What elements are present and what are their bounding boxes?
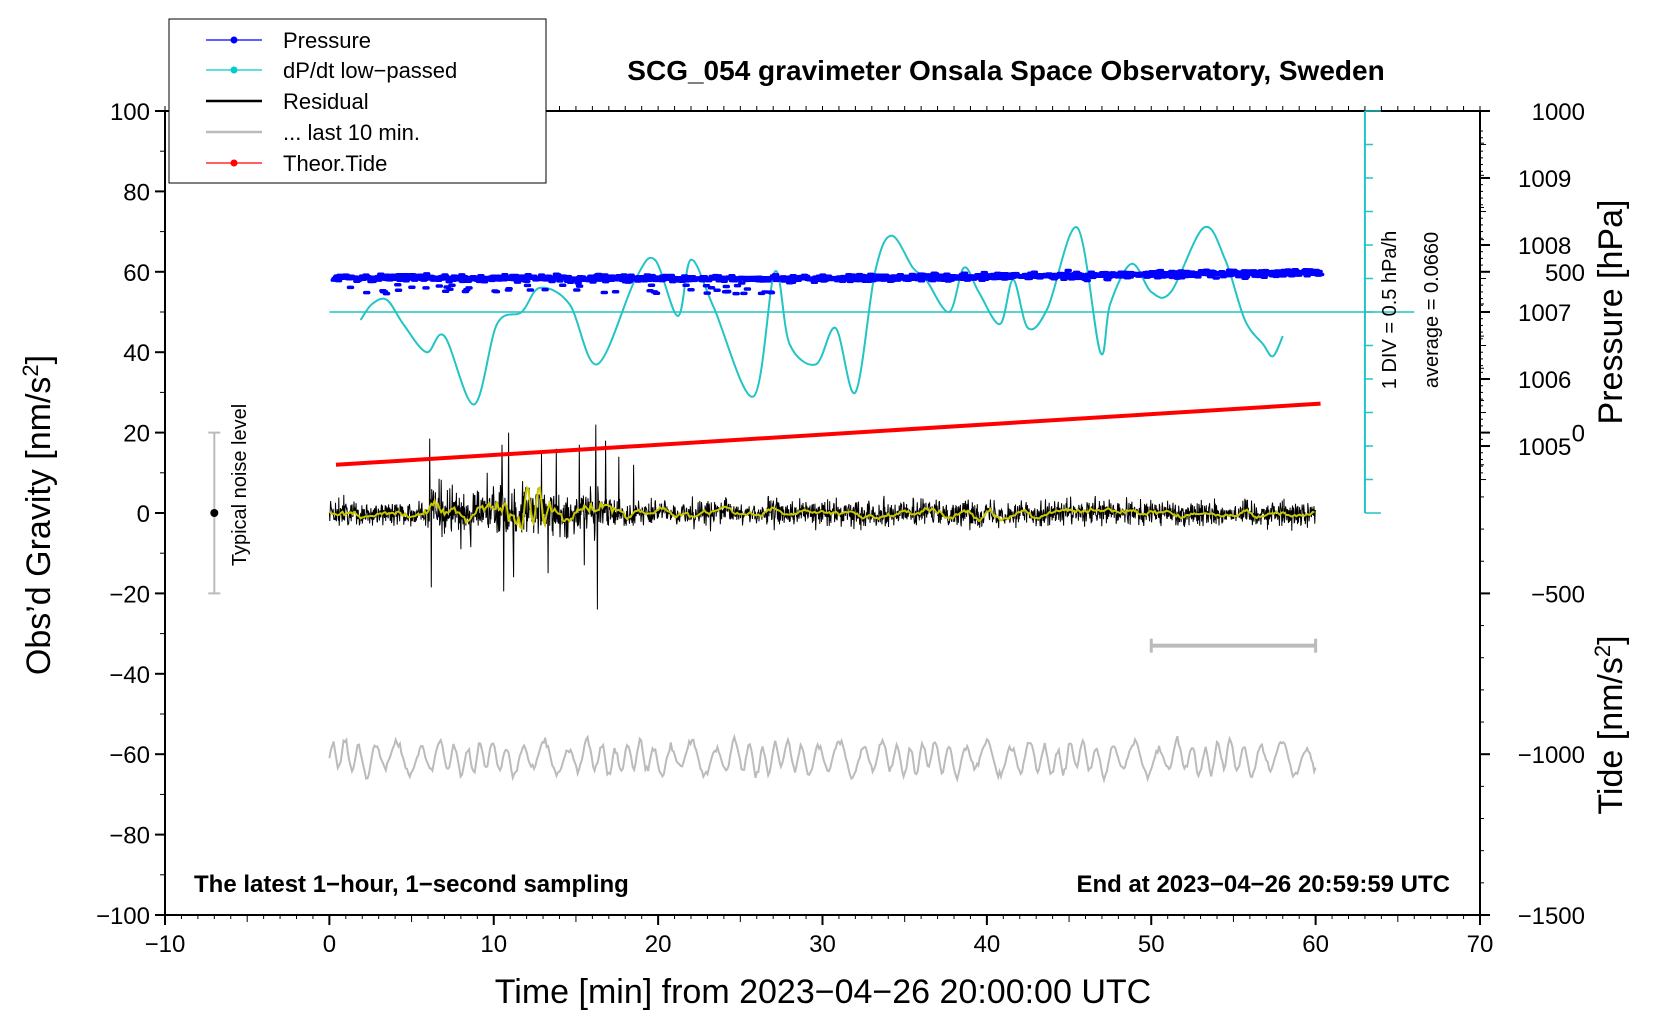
legend-label-theor-tide: Theor.Tide	[283, 151, 387, 176]
x-tick-label: 0	[323, 931, 336, 958]
y-pressure-tick-label: 1007	[1518, 300, 1571, 327]
y-pressure-tick-label: 1008	[1518, 233, 1571, 260]
legend-label-pressure: Pressure	[283, 28, 371, 53]
y-left-tick-label: −20	[109, 581, 150, 608]
legend-swatch-marker	[230, 159, 238, 167]
x-tick-label: 10	[480, 931, 507, 958]
y-tide-tick-label: 0	[1572, 421, 1585, 448]
y-left-tick-label: 80	[123, 179, 150, 206]
x-tick-label: 60	[1302, 931, 1329, 958]
y-pressure-tick-label: 1005	[1518, 434, 1571, 461]
y-pressure-tick-label: 1006	[1518, 367, 1571, 394]
dpdt-average-label: average = 0.0660	[1421, 232, 1443, 388]
y-axis-label-left-main: Obs’d Gravity [nm/s	[20, 377, 58, 676]
footer-left-note: The latest 1−hour, 1−second sampling	[194, 871, 629, 898]
y-axis-label-pressure: Pressure [hPa]	[1592, 200, 1630, 425]
x-tick-label: 20	[645, 931, 672, 958]
last-10-min-series-line	[328, 733, 1317, 784]
pressure-series-points	[330, 267, 1325, 296]
annotations-layer	[208, 110, 1415, 653]
y-left-tick-label: 60	[123, 260, 150, 287]
y-axis-label-tide-exponent: 2	[1590, 645, 1615, 657]
y-tide-tick-label: −500	[1531, 581, 1585, 608]
y-left-tick-label: 40	[123, 340, 150, 367]
legend-rows	[206, 36, 262, 167]
y-axis-label-tide-close: ]	[1592, 635, 1630, 644]
y-tide-tick-label: 500	[1545, 260, 1585, 287]
legend-label-last-10-min: ... last 10 min.	[283, 120, 420, 145]
theor-tide-line	[335, 401, 1321, 467]
y-axis-label-tide-main: Tide [nm/s	[1592, 657, 1630, 814]
noise-level-label: Typical noise level	[229, 404, 251, 566]
y-tide-tick-label: −1500	[1518, 903, 1585, 930]
axis-ticks-layer: −10 0 10 20 30 40 50 60 70−100−80−60−40−20020406…	[96, 99, 1585, 958]
residual-lowpass-line	[328, 485, 1315, 532]
legend-swatch-marker	[230, 36, 238, 44]
y-axis-label-tide: Tide [nm/s2]	[1590, 635, 1630, 814]
y-left-tick-label: −40	[109, 662, 150, 689]
x-tick-label: −10	[145, 931, 186, 958]
y-left-tick-label: −80	[109, 823, 150, 850]
data-series-layer	[328, 225, 1325, 784]
y-axis-label-left: Obs’d Gravity [nm/s2]	[18, 355, 58, 675]
chart-title: SCG_054 gravimeter Onsala Space Observat…	[627, 55, 1384, 86]
legend-swatch-marker	[230, 66, 238, 74]
y-left-tick-label: 20	[123, 421, 150, 448]
legend-label-residual: Residual	[283, 89, 369, 114]
y-left-tick-label: −100	[96, 903, 150, 930]
x-axis-label: Time [min] from 2023−04−26 20:00:00 UTC	[495, 973, 1151, 1011]
residual-series-line	[328, 424, 1317, 610]
x-tick-label: 70	[1467, 931, 1494, 958]
y-pressure-tick-label: 1009	[1518, 166, 1571, 193]
y-axis-label-left-exponent: 2	[18, 364, 43, 376]
x-tick-label: 50	[1138, 931, 1165, 958]
legend-label-dpdt: dP/dt low−passed	[283, 58, 457, 83]
footer-right-note: End at 2023−04−26 20:59:59 UTC	[1076, 871, 1450, 898]
y-left-tick-label: 100	[110, 99, 150, 126]
x-tick-label: 30	[809, 931, 836, 958]
y-left-tick-label: 0	[137, 501, 150, 528]
x-tick-label: 40	[974, 931, 1001, 958]
y-tide-tick-label: 1000	[1532, 99, 1585, 126]
y-left-tick-label: −60	[109, 742, 150, 769]
y-tide-tick-label: −1000	[1518, 742, 1585, 769]
legend: Pressure dP/dt low−passed Residual ... l…	[168, 18, 547, 184]
noise-level-marker	[210, 509, 219, 517]
y-axis-label-left-close: ]	[20, 355, 58, 364]
dpdt-series-line	[359, 225, 1284, 406]
dpdt-scale-label: 1 DIV = 0.5 hPa/h	[1379, 231, 1401, 389]
